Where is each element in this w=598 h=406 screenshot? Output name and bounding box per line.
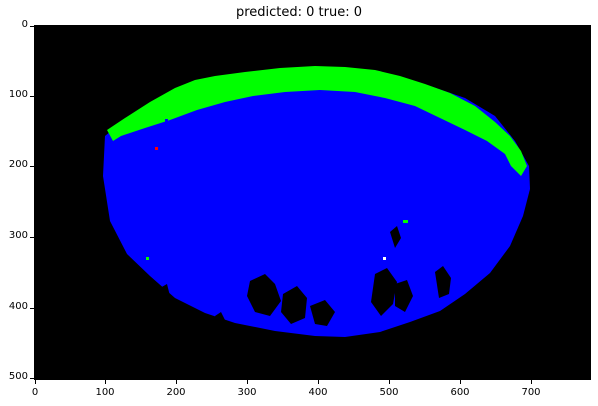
x-tick-label: 300 [237,387,257,398]
y-tick-label: 300 [8,230,28,241]
red-marker [155,147,158,150]
white-marker [383,257,386,260]
green-region [107,66,527,176]
y-tick-mark [30,96,34,97]
x-tick-label: 700 [521,387,541,398]
y-tick-mark [30,166,34,167]
x-tick-mark [176,380,177,384]
y-tick-label: 500 [8,371,28,382]
y-tick-mark [30,26,34,27]
y-tick-mark [30,378,34,379]
green-speck [146,257,149,260]
x-tick-label: 200 [166,387,186,398]
x-tick-label: 500 [379,387,399,398]
y-tick-mark [30,237,34,238]
image-axes [35,26,591,380]
x-tick-mark [35,380,36,384]
x-tick-mark [105,380,106,384]
x-tick-mark [389,380,390,384]
x-tick-mark [531,380,532,384]
y-tick-label: 200 [8,159,28,170]
x-tick-mark [460,380,461,384]
x-tick-label: 100 [95,387,115,398]
dark-patches [160,226,451,326]
plot-title: predicted: 0 true: 0 [235,5,363,20]
blue-region [103,72,530,337]
y-tick-label: 400 [8,301,28,312]
x-tick-mark [247,380,248,384]
blue-speck [165,119,168,122]
y-tick-label: 0 [21,19,28,30]
x-tick-label: 0 [31,387,39,398]
segmentation-image [103,66,530,337]
y-tick-mark [30,308,34,309]
y-tick-label: 100 [8,89,28,100]
green-speck-2 [403,220,408,223]
x-tick-label: 400 [308,387,328,398]
x-tick-label: 600 [450,387,470,398]
x-tick-mark [318,380,319,384]
